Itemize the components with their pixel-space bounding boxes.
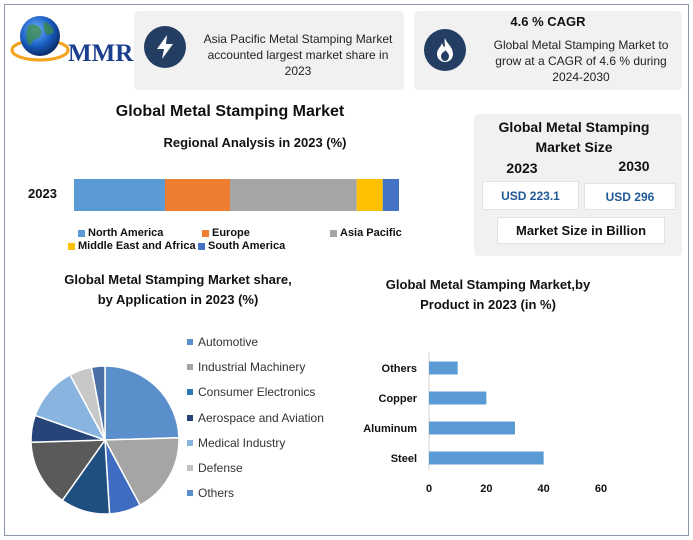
size-year-2030: 2030 — [618, 158, 650, 174]
legend-swatch — [187, 364, 193, 371]
pie-legend-others: Others — [187, 486, 234, 500]
bar-others — [429, 361, 458, 375]
legend-label: Others — [198, 486, 235, 501]
legend-swatch — [187, 389, 193, 396]
legend-label: Europe — [212, 227, 250, 239]
brand-name: MMR — [68, 40, 134, 67]
bar-segment-europe — [165, 179, 230, 211]
bar-steel — [429, 451, 544, 465]
flame-icon — [424, 29, 466, 71]
legend-label: Defense — [198, 461, 243, 475]
bar-segment-north-america — [74, 179, 165, 211]
pie-legend-consumer-electronics: Consumer Electronics — [187, 385, 315, 399]
legend-swatch — [187, 414, 193, 421]
category-label-steel: Steel — [391, 453, 417, 465]
legend-label: Middle East and Africa — [78, 240, 196, 252]
legend-label: Consumer Electronics — [198, 385, 316, 400]
pie-legend-defense: Defense — [187, 461, 243, 475]
asia-pacific-text: Asia Pacific Metal Stamping Market accou… — [203, 32, 393, 78]
legend-label: Industrial Machinery — [198, 360, 306, 375]
category-label-others: Others — [382, 363, 417, 375]
legend-label: Aerospace and Aviation — [198, 410, 324, 425]
bar-segment-asia-pacific — [230, 179, 357, 211]
legend-item-europe: Europe — [202, 227, 250, 239]
bar-copper — [429, 391, 487, 405]
size-footer: Market Size in Billion — [497, 217, 665, 244]
pie-slice-automotive — [104, 365, 180, 441]
size-value-2023: USD 223.1 — [482, 181, 579, 210]
legend-swatch — [187, 490, 193, 497]
pie-legend-medical-industry: Medical Industry — [187, 436, 285, 450]
globe-icon — [10, 16, 70, 62]
lightning-icon — [144, 26, 186, 68]
regional-category-label: 2023 — [28, 186, 57, 201]
legend-swatch — [187, 439, 193, 446]
pie-legend-aerospace-and-aviation: Aerospace and Aviation — [187, 411, 324, 425]
legend-swatch — [187, 339, 193, 345]
category-label-aluminum: Aluminum — [363, 423, 417, 435]
main-title: Global Metal Stamping Market — [115, 103, 345, 120]
legend-swatch — [198, 242, 205, 250]
pie-legend-industrial-machinery: Industrial Machinery — [187, 360, 305, 374]
legend-swatch — [202, 229, 209, 237]
infographic-frame — [4, 4, 689, 536]
legend-item-asia-pacific: Asia Pacific — [330, 227, 402, 239]
size-year-2023: 2023 — [506, 160, 538, 176]
legend-swatch — [187, 465, 193, 471]
cagr-title: 4.6 % CAGR — [510, 14, 586, 29]
legend-label: Automotive — [198, 335, 259, 349]
bar-aluminum — [429, 421, 515, 435]
x-tick-label: 60 — [595, 483, 607, 495]
legend-item-north-america: North America — [78, 227, 163, 239]
mmr-logo: MMR — [10, 12, 138, 68]
legend-label: Asia Pacific — [340, 227, 402, 239]
legend-item-middle-east-and-africa: Middle East and Africa — [68, 240, 196, 252]
product-chart-title: Global Metal Stamping Market,by Product … — [385, 277, 591, 312]
x-tick-label: 40 — [538, 483, 550, 495]
bar-segment-south-america — [382, 179, 399, 211]
bar-segment-middle-east-and-africa — [356, 179, 383, 211]
pie-legend-automotive: Automotive — [187, 335, 258, 349]
pie-slice-others — [90, 365, 106, 441]
cagr-text: Global Metal Stamping Market to grow at … — [493, 38, 669, 84]
legend-swatch — [330, 229, 337, 237]
legend-swatch — [68, 242, 75, 250]
regional-chart-title: Regional Analysis in 2023 (%) — [163, 135, 347, 150]
legend-item-south-america: South America — [198, 240, 285, 252]
legend-label: Medical Industry — [198, 435, 286, 450]
legend-swatch — [78, 229, 85, 237]
x-tick-label: 20 — [480, 483, 492, 495]
x-tick-label: 0 — [426, 483, 432, 495]
legend-label: North America — [88, 227, 164, 239]
size-card-title: Global Metal Stamping Market Size — [498, 119, 650, 155]
size-value-2030: USD 296 — [584, 183, 676, 210]
pie-slice-unlabeled-4 — [30, 439, 107, 502]
category-label-copper: Copper — [379, 393, 418, 405]
legend-label: South America — [208, 240, 286, 252]
application-chart-title: Global Metal Stamping Market share, by A… — [64, 272, 292, 307]
pie-slice-industrial-machinery — [103, 436, 180, 507]
